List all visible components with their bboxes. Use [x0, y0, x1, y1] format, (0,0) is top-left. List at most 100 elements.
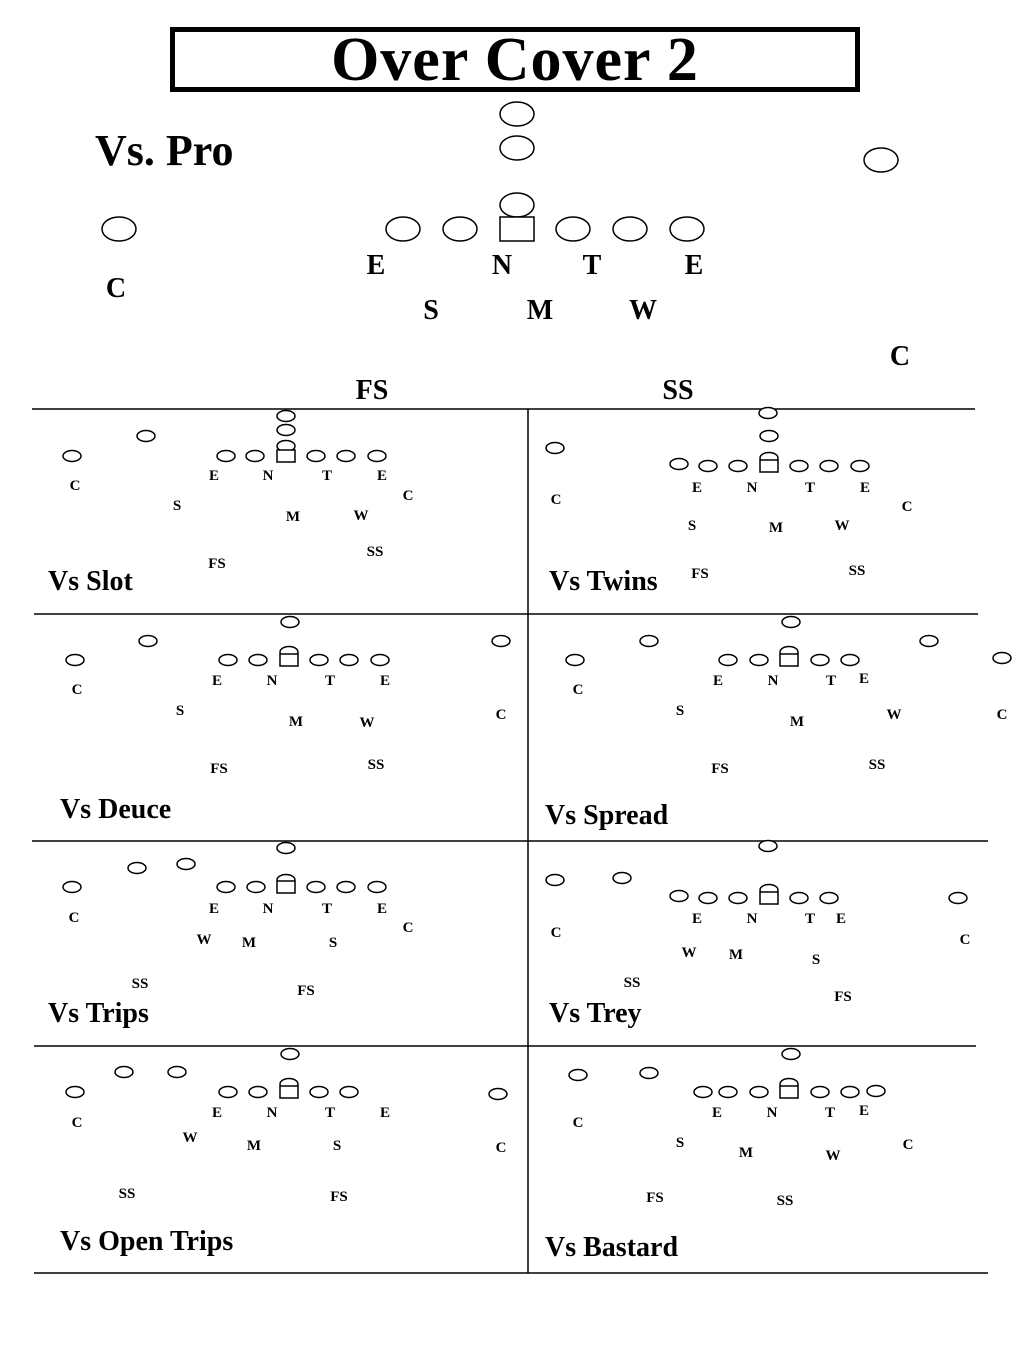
- offense-player: [62, 449, 82, 463]
- offense-player: [568, 1068, 588, 1082]
- offense-player: [612, 216, 648, 242]
- center-marker: [276, 880, 296, 894]
- offense-player: [306, 449, 326, 463]
- offense-player: [718, 653, 738, 667]
- panel-label-spread: Vs Spread: [545, 800, 669, 831]
- panel-label-trips: Vs Trips: [48, 998, 149, 1029]
- offense-player: [245, 449, 265, 463]
- offense-player: [698, 459, 718, 473]
- offense-player: [919, 634, 939, 648]
- defender-label: S: [676, 1135, 684, 1151]
- offense-player: [758, 839, 778, 853]
- defender-label: E: [209, 468, 219, 484]
- offense-player: [62, 880, 82, 894]
- center-marker: [279, 653, 299, 667]
- defender-label: FS: [691, 566, 709, 582]
- defender-label: M: [739, 1145, 753, 1161]
- defender-label: N: [267, 673, 278, 689]
- defender-label: T: [805, 480, 815, 496]
- offense-player: [781, 1047, 801, 1061]
- offense-player: [216, 880, 236, 894]
- offense-player: [370, 653, 390, 667]
- defender-label: SS: [119, 1186, 136, 1202]
- offense-player: [101, 216, 137, 242]
- defender-label: C: [890, 341, 910, 372]
- offense-player: [728, 891, 748, 905]
- defender-label: E: [713, 673, 723, 689]
- defender-label: E: [377, 468, 387, 484]
- offense-player: [698, 891, 718, 905]
- defender-label: E: [212, 1105, 222, 1121]
- offense-player: [499, 135, 535, 161]
- defender-label: C: [496, 1140, 507, 1156]
- defender-label: C: [69, 910, 80, 926]
- offense-player: [612, 871, 632, 885]
- offense-player: [339, 653, 359, 667]
- defender-label: FS: [210, 761, 228, 777]
- defender-label: T: [322, 901, 332, 917]
- offense-player: [491, 634, 511, 648]
- defender-label: W: [682, 945, 697, 961]
- center-marker: [499, 216, 535, 242]
- defender-label: SS: [368, 757, 385, 773]
- offense-player: [565, 653, 585, 667]
- defender-label: S: [329, 935, 337, 951]
- offense-player: [718, 1085, 738, 1099]
- offense-player: [789, 459, 809, 473]
- defender-label: W: [887, 707, 902, 723]
- center-marker: [779, 1085, 799, 1099]
- defender-label: S: [688, 518, 696, 534]
- offense-player: [136, 429, 156, 443]
- defender-label: N: [768, 673, 779, 689]
- offense-player: [280, 1047, 300, 1061]
- offense-player: [339, 1085, 359, 1099]
- defender-label: S: [676, 703, 684, 719]
- offense-player: [863, 147, 899, 173]
- offense-player: [65, 653, 85, 667]
- defender-label: N: [263, 468, 274, 484]
- defender-label: C: [403, 920, 414, 936]
- defender-label: C: [72, 1115, 83, 1131]
- offense-player: [488, 1087, 508, 1101]
- offense-player: [992, 651, 1012, 665]
- defender-label: E: [367, 250, 386, 281]
- offense-player: [385, 216, 421, 242]
- defender-label: FS: [330, 1189, 348, 1205]
- defender-label: SS: [624, 975, 641, 991]
- defender-label: M: [286, 509, 300, 525]
- defender-label: SS: [869, 757, 886, 773]
- defender-label: W: [183, 1130, 198, 1146]
- defender-label: C: [902, 499, 913, 515]
- defender-label: SS: [777, 1193, 794, 1209]
- offense-player: [367, 880, 387, 894]
- offense-player: [306, 880, 326, 894]
- defender-label: E: [380, 673, 390, 689]
- offense-player: [545, 441, 565, 455]
- defender-label: FS: [646, 1190, 664, 1206]
- defender-label: FS: [356, 375, 389, 406]
- panel-label-trey: Vs Trey: [549, 998, 642, 1029]
- defender-label: S: [423, 295, 439, 326]
- defender-label: W: [835, 518, 850, 534]
- offense-player: [555, 216, 591, 242]
- defender-label: FS: [208, 556, 226, 572]
- center-marker: [279, 1085, 299, 1099]
- defender-label: C: [106, 273, 126, 304]
- defender-label: SS: [849, 563, 866, 579]
- defender-label: W: [197, 932, 212, 948]
- offense-player: [246, 880, 266, 894]
- defender-label: SS: [662, 375, 693, 406]
- offense-player: [781, 615, 801, 629]
- defender-label: T: [826, 673, 836, 689]
- offense-player: [114, 1065, 134, 1079]
- panel-label-slot: Vs Slot: [48, 566, 133, 597]
- offense-player: [639, 1066, 659, 1080]
- offense-player: [789, 891, 809, 905]
- offense-player: [669, 216, 705, 242]
- offense-player: [336, 880, 356, 894]
- defender-label: E: [685, 250, 704, 281]
- defender-label: W: [354, 508, 369, 524]
- defender-label: C: [997, 707, 1008, 723]
- defender-label: C: [403, 488, 414, 504]
